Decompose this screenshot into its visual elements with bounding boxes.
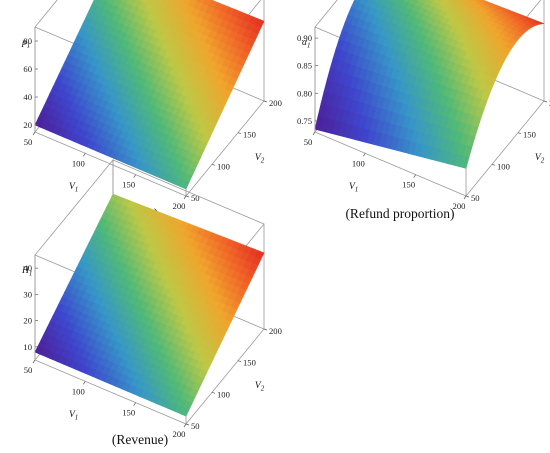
z-tick-label: 0.85 [297, 61, 312, 71]
x-tick-mark [133, 174, 136, 178]
price-surface-plot: 501001502005010015020020406080V1V2p1(Pri… [21, 0, 282, 221]
y-tick-label: 50 [191, 421, 200, 431]
surface-mesh [314, 0, 545, 169]
z-tick-label: 10 [23, 342, 32, 352]
y-tick-mark [263, 100, 268, 103]
surface-mesh [34, 0, 265, 190]
y-tick-mark [237, 360, 242, 362]
x-tick-label: 50 [24, 137, 33, 147]
y-axis-label: V2 [255, 381, 265, 393]
y-tick-label: 150 [243, 358, 256, 368]
revenue-surface-plot: 50 100 150 200 50 100 150 200 10 20 30 40 V1 V2 Π1 (Rev… [21, 158, 282, 447]
x-tick-label: 150 [122, 408, 135, 418]
y-tick-label: 100 [217, 161, 230, 171]
x-tick-mark [312, 131, 316, 136]
y-axis-label: V2 [255, 153, 265, 165]
x-tick-mark [83, 381, 86, 385]
x-tick-label: 100 [72, 158, 85, 168]
y-tick-mark [237, 132, 242, 134]
z-tick-label: 0.75 [297, 116, 312, 126]
y-tick-mark [491, 164, 496, 166]
y-axis-label: V2 [535, 153, 545, 165]
z-tick-label: 20 [23, 316, 32, 326]
y-tick-mark [211, 164, 216, 166]
z-tick-label: 40 [23, 263, 32, 273]
x-tick-mark [32, 359, 36, 364]
x-tick-mark [183, 423, 187, 428]
x-axis-label: V1 [69, 410, 78, 422]
y-tick-mark [185, 423, 190, 426]
refund-proportion-surface-plot: 50100150200501001502000.750.800.850.90V1… [297, 0, 550, 221]
x-tick-mark [133, 402, 136, 406]
x-tick-label: 50 [24, 365, 33, 375]
y-tick-label: 100 [497, 161, 510, 171]
y-tick-mark [211, 392, 216, 394]
x-tick-mark [183, 195, 187, 200]
x-axis-label: V1 [69, 182, 78, 194]
y-tick-label: 150 [243, 130, 256, 140]
x-tick-mark [32, 131, 36, 136]
y-tick-mark [517, 132, 522, 134]
x-tick-mark [83, 153, 86, 157]
y-tick-label: 150 [523, 130, 536, 140]
x-tick-mark [363, 153, 366, 157]
x-tick-mark [463, 195, 467, 200]
z-tick-label: 0.90 [297, 33, 312, 43]
surface-mesh [34, 193, 265, 417]
y-tick-label: 50 [191, 193, 200, 203]
surface-patch [459, 155, 470, 169]
x-tick-label: 100 [72, 386, 85, 396]
surface-patch [179, 179, 190, 190]
z-tick-label: 60 [23, 64, 32, 74]
z-tick-label: 80 [23, 36, 32, 46]
z-axis-label: Π1 [21, 266, 32, 278]
x-tick-label: 200 [453, 201, 466, 211]
y-tick-mark [543, 100, 548, 103]
x-tick-mark [413, 174, 416, 178]
z-axis-label: α1 [302, 38, 311, 50]
y-tick-label: 200 [269, 98, 282, 108]
y-tick-mark [465, 195, 470, 198]
x-tick-label: 100 [352, 158, 365, 168]
y-tick-mark [185, 195, 190, 198]
y-tick-mark [263, 328, 268, 331]
x-tick-label: 200 [173, 201, 186, 211]
x-tick-label: 200 [173, 429, 186, 439]
z-tick-label: 20 [23, 120, 32, 130]
x-tick-label: 50 [304, 137, 313, 147]
panel-caption: (Refund proportion) [345, 206, 454, 221]
y-tick-label: 200 [269, 326, 282, 336]
surface-patch [179, 407, 190, 417]
z-tick-label: 30 [23, 289, 32, 299]
y-tick-label: 100 [217, 389, 230, 399]
z-axis-label: p1 [21, 38, 30, 50]
z-tick-label: 40 [23, 92, 32, 102]
x-tick-label: 150 [122, 180, 135, 190]
y-tick-label: 50 [471, 193, 480, 203]
x-axis-label: V1 [349, 182, 358, 194]
x-tick-label: 150 [402, 180, 415, 190]
panel-caption: (Revenue) [112, 432, 168, 447]
z-tick-label: 0.80 [297, 88, 312, 98]
